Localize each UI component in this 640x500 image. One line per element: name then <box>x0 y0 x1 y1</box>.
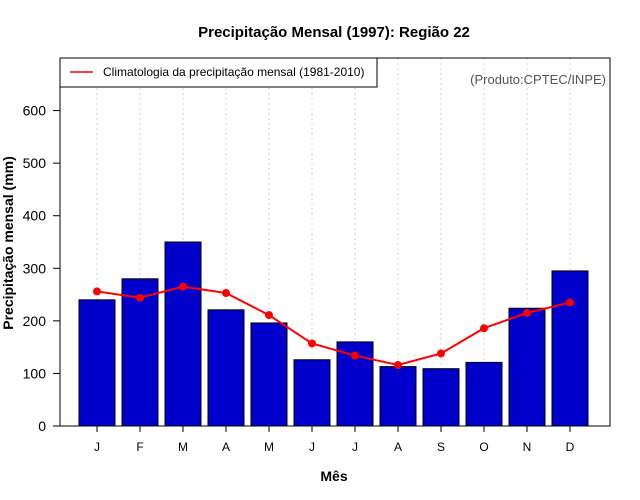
x-tick-label-10: O <box>479 440 488 454</box>
x-tick-label-5: M <box>264 440 274 454</box>
x-tick-label-6: J <box>309 440 315 454</box>
climatology-point-3 <box>179 282 187 291</box>
x-tick-label-12: D <box>566 440 575 454</box>
bar-11 <box>508 307 546 427</box>
legend-box <box>59 57 378 88</box>
y-axis: 0 100 200 300 400 500 600 <box>23 103 60 434</box>
climatology-point-10 <box>480 324 488 333</box>
bar-2 <box>121 278 159 427</box>
climatology-point-5 <box>265 311 273 320</box>
bar-1 <box>78 299 116 427</box>
bar-10 <box>465 361 503 427</box>
bar-8 <box>379 366 417 427</box>
bar-9 <box>422 368 460 427</box>
x-tick-label-3: M <box>178 440 188 454</box>
bar-12 <box>551 270 589 427</box>
x-tick-label-7: J <box>352 440 358 454</box>
y-tick-label-100: 100 <box>23 365 47 381</box>
y-tick-label-400: 400 <box>23 208 47 224</box>
bar-3 <box>164 241 202 427</box>
bar-4 <box>207 309 245 427</box>
x-tick-label-8: A <box>394 440 402 454</box>
y-tick-label-600: 600 <box>23 103 47 119</box>
x-tick-label-2: F <box>136 440 143 454</box>
bars <box>78 241 589 427</box>
y-axis-label: Precipitação mensal (mm) <box>0 156 16 330</box>
climatology-polyline <box>96 285 571 367</box>
y-tick-label-200: 200 <box>23 313 47 329</box>
climatology-point-4 <box>222 288 230 297</box>
bar-5 <box>250 322 288 427</box>
chart-title: Precipitação Mensal (1997): Região 22 <box>198 24 470 41</box>
climatology-point-11 <box>523 308 531 317</box>
bar-6 <box>293 359 331 427</box>
climatology-point-8 <box>394 361 402 370</box>
climatology-line <box>96 285 571 367</box>
climatology-point-9 <box>437 349 445 358</box>
climatology-point-6 <box>308 339 316 348</box>
product-credit: (Produto:CPTEC/INPE) <box>470 72 606 87</box>
x-tick-label-1: J <box>94 440 100 454</box>
x-tick-label-11: N <box>523 440 532 454</box>
y-tick-label-300: 300 <box>23 260 47 276</box>
climatology-point-2 <box>136 293 144 302</box>
legend-entry-climatology: Climatologia da precipitação mensal (198… <box>103 65 364 79</box>
x-axis-label: Mês <box>320 468 347 484</box>
x-tick-label-9: S <box>437 440 445 454</box>
climatology-point-1 <box>93 287 101 296</box>
y-tick-label-500: 500 <box>23 155 47 171</box>
climatology-point-7 <box>351 351 359 360</box>
x-tick-label-4: A <box>222 440 230 454</box>
y-tick-label-0: 0 <box>38 418 46 434</box>
climatology-points <box>93 282 574 370</box>
legend: Climatologia da precipitação mensal (198… <box>59 57 378 88</box>
climatology-point-12 <box>566 298 574 307</box>
